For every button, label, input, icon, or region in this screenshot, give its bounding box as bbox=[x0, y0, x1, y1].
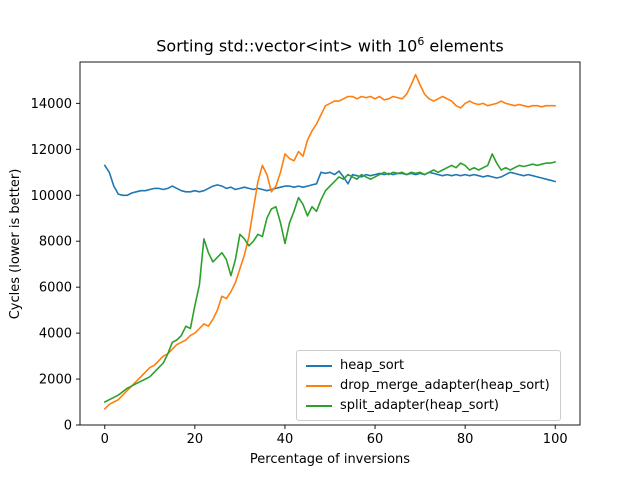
x-tick-label: 40 bbox=[277, 432, 294, 447]
legend-label: split_adapter(heap_sort) bbox=[340, 398, 499, 413]
legend-item: drop_merge_adapter(heap_sort) bbox=[306, 378, 550, 393]
y-tick-label: 4000 bbox=[39, 327, 72, 342]
y-tick-label: 12000 bbox=[31, 143, 72, 158]
legend-item: heap_sort bbox=[306, 358, 550, 373]
x-tick-label: 0 bbox=[101, 432, 109, 447]
legend-label: drop_merge_adapter(heap_sort) bbox=[340, 378, 550, 393]
y-axis-label: Cycles (lower is better) bbox=[8, 168, 23, 320]
legend-label: heap_sort bbox=[340, 358, 405, 373]
chart-title-exponent: 6 bbox=[417, 35, 425, 48]
series-line-1 bbox=[104, 73, 557, 410]
legend-line-swatch bbox=[306, 404, 332, 407]
axes-frame bbox=[79, 61, 581, 426]
y-tick-label: 14000 bbox=[31, 97, 72, 112]
chart-title-suffix: elements bbox=[424, 36, 504, 56]
chart-title-text: Sorting std::vector<int> with 10 bbox=[156, 36, 418, 56]
y-tick-label: 10000 bbox=[31, 189, 72, 204]
legend-line-swatch bbox=[306, 364, 332, 367]
x-tick-label: 60 bbox=[367, 432, 384, 447]
y-tick-label: 0 bbox=[64, 419, 72, 434]
y-tick-label: 8000 bbox=[39, 235, 72, 250]
y-tick-label: 6000 bbox=[39, 281, 72, 296]
series-line-2 bbox=[104, 153, 557, 403]
x-tick-label: 80 bbox=[457, 432, 474, 447]
x-tick-label: 20 bbox=[187, 432, 204, 447]
legend-line-swatch bbox=[306, 384, 332, 387]
y-tick-label: 2000 bbox=[39, 373, 72, 388]
x-tick-label: 100 bbox=[543, 432, 568, 447]
legend-item: split_adapter(heap_sort) bbox=[306, 398, 550, 413]
series-line-0 bbox=[104, 164, 557, 197]
legend: heap_sort drop_merge_adapter(heap_sort)sp… bbox=[296, 350, 561, 421]
chart-title: Sorting std::vector<int> with 106 elemen… bbox=[80, 32, 580, 56]
x-axis-label: Percentage of inversions bbox=[249, 452, 411, 467]
